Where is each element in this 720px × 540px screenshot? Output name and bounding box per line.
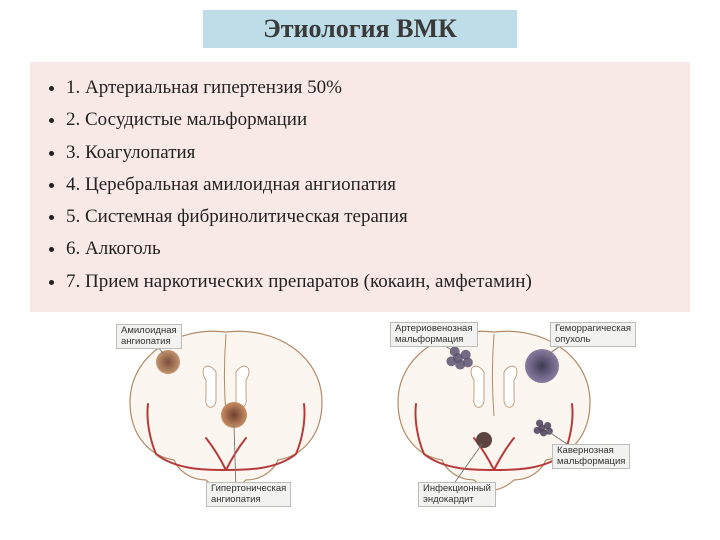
diagram-label: Гипертоническаяангиопатия bbox=[206, 482, 291, 507]
list-item: 5. Системная фибринолитическая терапия bbox=[66, 201, 676, 233]
diagram-label: Инфекционныйэндокардит bbox=[418, 482, 496, 507]
list-item: 4. Церебральная амилоидная ангиопатия bbox=[66, 169, 676, 201]
diagram-row: АмилоиднаяангиопатияГипертоническаяангио… bbox=[0, 320, 720, 500]
page-title: Этиология ВМК bbox=[203, 10, 517, 48]
brain-left-panel: АмилоиднаяангиопатияГипертоническаяангио… bbox=[106, 320, 346, 500]
title-wrap: Этиология ВМК bbox=[0, 10, 720, 48]
list-item: 6. Алкоголь bbox=[66, 233, 676, 265]
etiology-block: 1. Артериальная гипертензия 50%2. Сосуди… bbox=[30, 62, 690, 312]
etiology-list: 1. Артериальная гипертензия 50%2. Сосуди… bbox=[44, 72, 676, 298]
list-item: 3. Коагулопатия bbox=[66, 137, 676, 169]
brain-right-svg bbox=[374, 320, 614, 500]
diagram-label: Кавернознаямальформация bbox=[552, 444, 630, 469]
list-item: 1. Артериальная гипертензия 50% bbox=[66, 72, 676, 104]
diagram-label: Геморрагическаяопухоль bbox=[550, 322, 636, 347]
list-item: 2. Сосудистые мальформации bbox=[66, 104, 676, 136]
diagram-label: Амилоиднаяангиопатия bbox=[116, 324, 182, 349]
slide: Этиология ВМК 1. Артериальная гипертензи… bbox=[0, 0, 720, 540]
diagram-label: Артериовенознаямальформация bbox=[390, 322, 478, 347]
brain-right-panel: АртериовенознаямальформацияГеморрагическ… bbox=[374, 320, 614, 500]
list-item: 7. Прием наркотических препаратов (кокаи… bbox=[66, 266, 676, 298]
